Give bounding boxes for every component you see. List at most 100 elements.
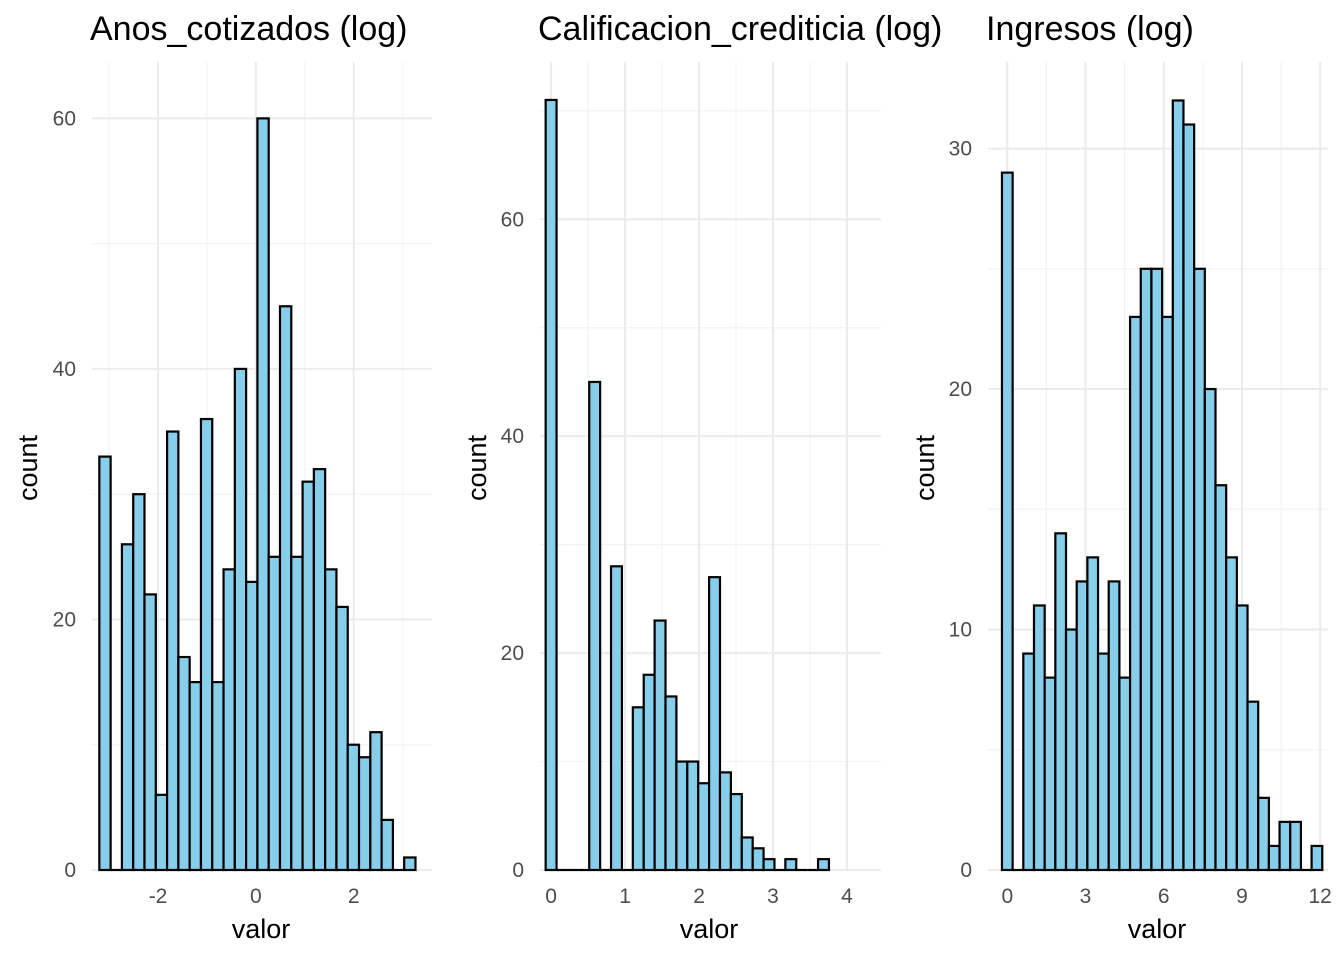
y-tick-label: 40 (53, 358, 76, 381)
panel-title: Ingresos (log) (986, 10, 1194, 48)
histogram-bar (188, 680, 203, 872)
x-tick-label: 6 (1158, 885, 1170, 908)
histogram-bar (751, 847, 765, 872)
panel-title: Calificacion_crediticia (log) (538, 10, 942, 48)
y-tick-label: 60 (501, 208, 524, 231)
histogram-bar (784, 858, 798, 872)
histogram-bar (165, 430, 180, 872)
histogram-bar (98, 455, 112, 872)
histogram-bar (233, 367, 248, 872)
histogram-bar (1086, 556, 1100, 872)
histogram-bar (143, 593, 157, 872)
x-tick-label: 3 (1080, 885, 1092, 908)
histogram-bar (1278, 820, 1292, 872)
histogram-bar (403, 856, 417, 872)
y-tick-label: 0 (512, 859, 524, 882)
histogram-bar (1096, 652, 1110, 872)
histogram-bar (267, 555, 282, 872)
histogram-bar (718, 771, 732, 872)
histogram-bar (335, 605, 349, 872)
histogram-bar (1107, 580, 1121, 872)
histogram-bar (199, 417, 214, 872)
histogram-bar (301, 480, 315, 872)
histogram-bar (245, 580, 259, 872)
histogram-bar (1064, 628, 1078, 872)
x-tick-label: -2 (149, 885, 168, 908)
histogram-bar (1075, 580, 1089, 872)
histogram-bar (762, 858, 776, 872)
histogram-bar (653, 619, 667, 872)
x-tick-label: 2 (348, 885, 360, 908)
histogram-bar (1310, 844, 1324, 872)
x-tick-label: 1 (619, 885, 631, 908)
y-tick-label: 0 (64, 859, 76, 882)
histogram-bar (357, 756, 372, 872)
histogram-bar (1246, 700, 1260, 872)
histogram-bar (1161, 315, 1174, 872)
histogram-bar (1193, 267, 1206, 872)
histogram-bar (588, 380, 602, 872)
y-tick-label: 10 (949, 619, 972, 642)
histogram-bar (686, 760, 700, 872)
y-tick-label: 40 (501, 425, 524, 448)
histogram-bar (290, 555, 304, 872)
histogram-bar (256, 117, 270, 872)
y-tick-label: 20 (53, 608, 76, 631)
histogram-bar (816, 858, 831, 872)
histogram-bar (1171, 99, 1185, 872)
x-tick-label: 12 (1308, 885, 1331, 908)
y-axis-label: count (13, 434, 43, 501)
panel-title: Anos_cotizados (log) (90, 10, 408, 48)
histogram-bar (369, 731, 383, 872)
histogram-bar (631, 706, 645, 872)
histogram-bar (346, 743, 361, 872)
histogram-bar (120, 543, 135, 872)
y-tick-label: 0 (960, 859, 972, 882)
histogram-bar (177, 655, 191, 872)
histogram-bar (324, 568, 338, 872)
histogram-bar (1257, 796, 1270, 872)
y-axis-label: count (910, 434, 940, 501)
x-tick-label: 2 (693, 885, 705, 908)
x-axis-label: valor (232, 914, 291, 944)
histogram-bar (1000, 171, 1014, 872)
x-tick-label: 0 (1001, 885, 1013, 908)
histogram-bar (675, 760, 689, 872)
histogram-bar (1139, 267, 1153, 872)
histogram-bar (1235, 604, 1249, 872)
x-axis-label: valor (680, 914, 739, 944)
x-tick-label: 9 (1236, 885, 1248, 908)
histogram-bar (1203, 387, 1217, 872)
histogram-bar (1225, 556, 1238, 872)
histogram-bar (1150, 267, 1164, 872)
histogram-bar (278, 305, 293, 872)
histogram-bar (1267, 844, 1281, 872)
y-tick-label: 30 (949, 138, 972, 161)
x-axis-label: valor (1128, 914, 1187, 944)
histogram-bar (1128, 315, 1142, 872)
histogram-bar (697, 782, 711, 872)
histogram-bar (312, 468, 327, 872)
histogram-bar (1214, 484, 1228, 872)
histogram-bar (380, 818, 395, 872)
x-tick-label: 0 (545, 885, 557, 908)
histogram-bar (1043, 676, 1057, 872)
histogram-bar (1118, 676, 1132, 872)
histogram-bar (1032, 604, 1046, 872)
histogram-bar (609, 565, 624, 872)
histogram-bar (664, 695, 678, 872)
x-tick-label: 3 (767, 885, 779, 908)
histogram-bar (211, 680, 225, 872)
histogram-bar (1289, 820, 1303, 872)
y-tick-label: 60 (53, 107, 76, 130)
y-axis-label: count (462, 434, 492, 501)
x-tick-label: 0 (250, 885, 262, 908)
histogram-bar (740, 836, 754, 872)
histogram-bar (707, 576, 722, 872)
histogram-bar (729, 792, 743, 872)
histogram-bar (1182, 123, 1196, 872)
histogram-bar (544, 98, 558, 872)
